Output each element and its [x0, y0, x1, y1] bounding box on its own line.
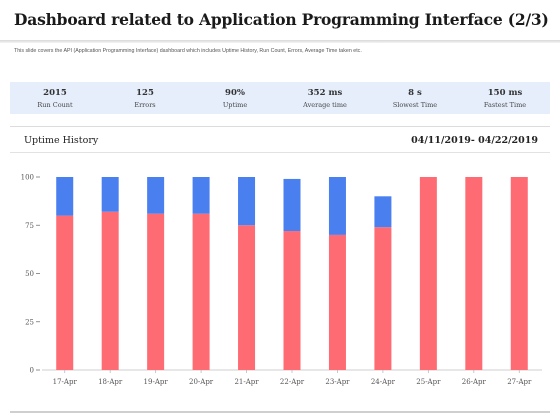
bar-segment-red [101, 211, 119, 370]
bar-segment-red [56, 215, 74, 370]
bar-segment-blue [283, 178, 301, 232]
kpi-average-time: 352 ms Average time [280, 82, 370, 114]
uptime-chart: 0 25 50 75 100 17-Apr 18-Apr 19-Apr 20-Apr 21-Apr… [21, 174, 542, 386]
kpi-label: Average time [303, 100, 347, 109]
bar-segment-red [192, 213, 210, 370]
kpi-value: 150 ms [487, 87, 523, 98]
kpi-label: Slowest Time [392, 100, 438, 109]
uptime-history-panel: Uptime History 04/11/2019- 04/22/2019 0 2… [10, 126, 550, 413]
bar-segment-blue [238, 177, 256, 226]
x-tick-label: 22-Apr [280, 378, 305, 386]
x-tick-label: 25-Apr [416, 378, 441, 386]
kpi-label: Errors [134, 100, 156, 109]
bar-segment-red [147, 213, 165, 370]
title-divider [0, 40, 560, 43]
y-tick-label: 50 [25, 270, 34, 278]
kpi-value: 90% [225, 87, 245, 98]
bar-segment-red [283, 231, 301, 370]
kpi-value: 125 [136, 87, 154, 98]
y-tick-label: 100 [21, 174, 34, 182]
bar-segment-red [419, 177, 437, 370]
kpi-slowest-time: 8 s Slowest Time [370, 82, 460, 114]
kpi-strip: 2015 Run Count 125 Errors 90% Uptime 352… [10, 82, 550, 114]
kpi-label: Run Count [37, 100, 73, 109]
x-tick-label: 18-Apr [98, 378, 123, 386]
x-tick-label: 23-Apr [325, 378, 350, 386]
bar-segment-blue [56, 177, 74, 216]
page-title: Dashboard related to Application Program… [14, 10, 549, 29]
bar-segment-blue [147, 177, 165, 214]
kpi-value: 8 s [408, 87, 422, 98]
x-tick-label: 27-Apr [507, 378, 532, 386]
x-tick-label: 24-Apr [371, 378, 396, 386]
panel-divider [10, 152, 550, 153]
bar-segment-red [465, 177, 483, 370]
kpi-label: Uptime [222, 100, 248, 109]
panel-title: Uptime History [24, 135, 99, 146]
bar-segment-blue [101, 177, 119, 212]
y-tick-label: 25 [25, 318, 34, 326]
kpi-fastest-time: 150 ms Fastest Time [460, 82, 550, 114]
kpi-label: Fastest Time [483, 100, 527, 109]
x-tick-label: 21-Apr [234, 378, 259, 386]
bar-segment-red [328, 234, 346, 370]
y-tick-label: 75 [25, 222, 34, 230]
bar-segment-red [238, 225, 256, 370]
kpi-run-count: 2015 Run Count [10, 82, 100, 114]
y-tick-label: 0 [30, 367, 34, 375]
date-range: 04/11/2019- 04/22/2019 [411, 135, 538, 146]
page-subtitle: This slide covers the API (Application P… [14, 48, 362, 54]
bar-segment-red [510, 177, 528, 370]
bar-segment-blue [374, 196, 392, 228]
bar-segment-blue [192, 177, 210, 214]
kpi-value: 2015 [43, 87, 67, 98]
kpi-value: 352 ms [307, 87, 343, 98]
x-tick-label: 20-Apr [189, 378, 214, 386]
x-tick-label: 17-Apr [53, 378, 78, 386]
x-tick-label: 19-Apr [144, 378, 169, 386]
bar-segment-blue [328, 177, 346, 235]
x-tick-label: 26-Apr [462, 378, 487, 386]
bar-segment-red [374, 227, 392, 370]
kpi-errors: 125 Errors [100, 82, 190, 114]
kpi-uptime: 90% Uptime [190, 82, 280, 114]
